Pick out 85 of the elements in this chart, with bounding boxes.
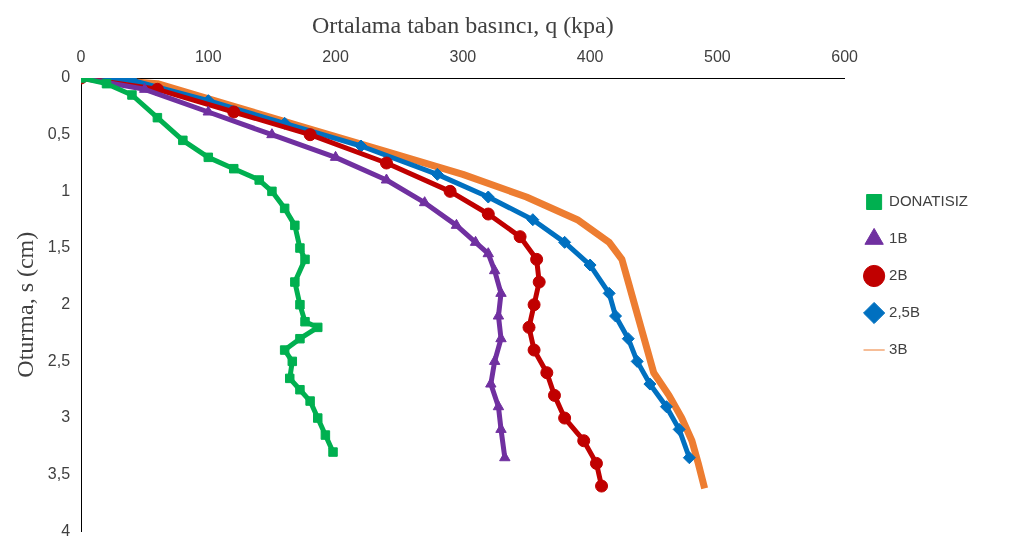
point — [290, 220, 300, 231]
point — [295, 299, 305, 310]
x-tick-label: 400 — [576, 47, 604, 65]
point — [482, 247, 494, 258]
y-tick-label: 4 — [61, 521, 71, 539]
point — [379, 156, 393, 170]
point — [313, 413, 323, 423]
x-tick-label: 200 — [322, 47, 350, 65]
point — [290, 277, 300, 287]
point — [530, 252, 544, 266]
point — [279, 203, 290, 214]
y-axis-title: Oturma, s (cm) — [11, 231, 38, 378]
point — [127, 90, 137, 100]
y-tick-label: 1 — [61, 181, 71, 199]
point — [469, 235, 482, 246]
point — [101, 78, 112, 89]
point — [513, 230, 527, 244]
y-tick-label: 3 — [61, 408, 71, 426]
point — [672, 422, 686, 436]
point — [682, 451, 696, 465]
point — [229, 163, 239, 174]
point — [152, 112, 163, 123]
legend-label: 3B — [889, 340, 908, 358]
point — [540, 366, 554, 380]
x-axis-title: Ortalama taban basıncı, q (kpa) — [311, 11, 614, 38]
point — [285, 373, 295, 384]
point — [492, 400, 505, 411]
y-tick-label: 3,5 — [47, 465, 71, 483]
point — [602, 286, 616, 300]
point — [609, 309, 623, 323]
point — [430, 167, 444, 181]
point — [450, 218, 463, 229]
point — [267, 186, 277, 197]
point — [495, 286, 507, 297]
point — [526, 213, 540, 227]
point — [558, 235, 572, 249]
x-tick-label: 100 — [194, 47, 222, 65]
point — [527, 298, 541, 312]
point — [203, 152, 214, 163]
point — [481, 207, 495, 221]
point — [527, 343, 541, 357]
x-tick-label: 0 — [76, 47, 86, 65]
point — [547, 388, 561, 402]
point — [354, 139, 368, 153]
x-tick-label: 600 — [831, 47, 859, 65]
point — [522, 320, 536, 334]
point — [305, 396, 315, 406]
legend-label: 2B — [889, 266, 908, 284]
y-tick-label: 0 — [61, 68, 71, 86]
y-tick-label: 2 — [61, 295, 71, 313]
point — [300, 316, 310, 327]
point — [295, 243, 305, 253]
point — [595, 479, 609, 493]
point — [659, 400, 673, 414]
y-tick-label: 2,5 — [47, 351, 71, 369]
point — [279, 345, 290, 355]
point — [254, 175, 264, 185]
point — [303, 128, 317, 142]
y-tick-label: 1,5 — [47, 238, 71, 256]
point — [227, 105, 241, 119]
point — [295, 333, 305, 344]
y-tick-label: 0,5 — [47, 125, 71, 143]
point — [481, 190, 495, 204]
point — [313, 322, 323, 333]
point — [577, 434, 591, 448]
point — [643, 377, 657, 391]
point — [443, 184, 457, 198]
legend-label: 2,5B — [889, 303, 920, 321]
legend-label: DONATISIZ — [889, 192, 968, 210]
point — [532, 275, 546, 289]
point — [328, 447, 338, 457]
x-tick-label: 500 — [704, 47, 731, 65]
legend-label: 1B — [889, 229, 908, 247]
point — [630, 354, 644, 368]
point — [287, 356, 298, 367]
point — [589, 456, 603, 470]
point — [295, 384, 305, 395]
point — [488, 264, 501, 275]
point — [300, 254, 310, 265]
point — [320, 430, 331, 440]
point — [558, 411, 572, 425]
point — [178, 135, 188, 146]
point — [621, 332, 635, 346]
x-tick-label: 300 — [449, 47, 477, 65]
point — [583, 258, 597, 272]
